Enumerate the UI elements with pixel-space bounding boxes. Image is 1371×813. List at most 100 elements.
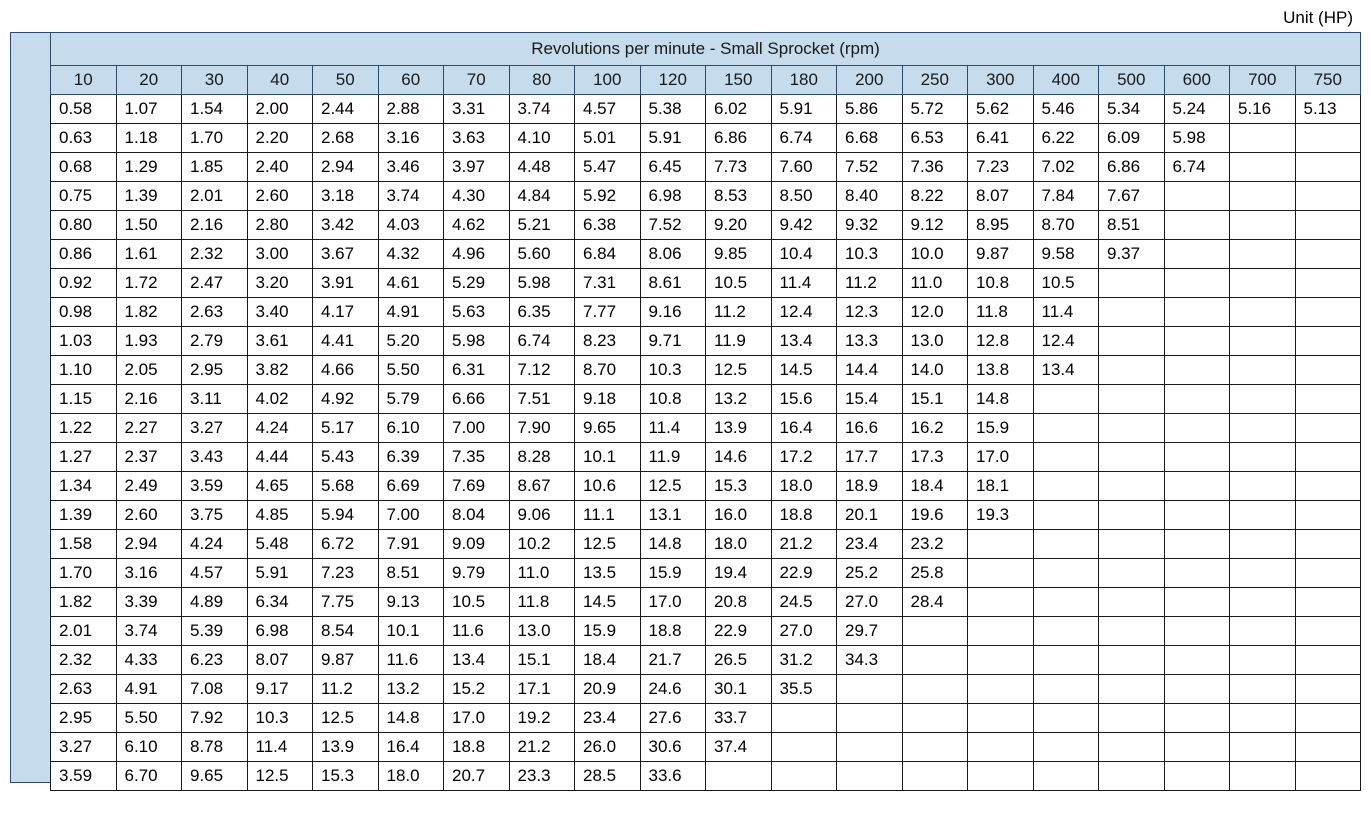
table-cell: 0.80 (51, 211, 117, 240)
column-header: 150 (706, 66, 772, 95)
table-cell: 5.50 (378, 356, 444, 385)
table-row: 2.324.336.238.079.8711.613.415.118.421.7… (51, 646, 1361, 675)
table-cell (1230, 124, 1296, 153)
table-cell: 6.98 (640, 182, 706, 211)
table-cell (1033, 530, 1099, 559)
table-cell: 8.07 (247, 646, 313, 675)
table-row: 2.634.917.089.1711.213.215.217.120.924.6… (51, 675, 1361, 704)
column-header: 60 (378, 66, 444, 95)
table-cell: 4.92 (313, 385, 379, 414)
table-cell (1230, 588, 1296, 617)
table-cell (1295, 211, 1361, 240)
column-header-row: 1020304050607080100120150180200250300400… (51, 66, 1361, 95)
table-cell: 6.41 (968, 124, 1034, 153)
table-cell: 1.27 (51, 443, 117, 472)
table-cell: 4.24 (247, 414, 313, 443)
table-cell: 27.0 (771, 617, 837, 646)
column-header: 10 (51, 66, 117, 95)
table-cell: 11.1 (575, 501, 641, 530)
column-header: 100 (575, 66, 641, 95)
table-cell (902, 733, 968, 762)
table-cell: 9.32 (837, 211, 903, 240)
table-cell: 7.12 (509, 356, 575, 385)
table-cell: 23.4 (837, 530, 903, 559)
table-cell (1295, 617, 1361, 646)
table-row: 1.392.603.754.855.947.008.049.0611.113.1… (51, 501, 1361, 530)
table-cell: 2.37 (116, 443, 182, 472)
table-cell: 24.5 (771, 588, 837, 617)
table-cell: 13.8 (968, 356, 1034, 385)
table-cell: 13.0 (509, 617, 575, 646)
table-cell: 5.39 (182, 617, 248, 646)
table-cell: 3.39 (116, 588, 182, 617)
table-cell: 10.3 (247, 704, 313, 733)
table-cell (1164, 298, 1230, 327)
table-cell (1295, 559, 1361, 588)
table-cell: 18.8 (640, 617, 706, 646)
table-cell: 9.12 (902, 211, 968, 240)
table-cell (1230, 472, 1296, 501)
table-cell: 15.2 (444, 675, 510, 704)
table-cell: 2.68 (313, 124, 379, 153)
table-cell: 3.74 (378, 182, 444, 211)
table-cell: 8.28 (509, 443, 575, 472)
column-header: 30 (182, 66, 248, 95)
table-cell: 4.96 (444, 240, 510, 269)
table-cell: 4.66 (313, 356, 379, 385)
table-cell: 3.40 (247, 298, 313, 327)
table-cell: 4.48 (509, 153, 575, 182)
table-cell: 5.38 (640, 95, 706, 124)
table-cell: 5.16 (1230, 95, 1296, 124)
table-cell: 21.2 (509, 733, 575, 762)
table-cell: 3.20 (247, 269, 313, 298)
table-cell: 26.0 (575, 733, 641, 762)
table-cell (1230, 675, 1296, 704)
table-cell: 14.8 (968, 385, 1034, 414)
table-cell: 25.2 (837, 559, 903, 588)
table-cell: 7.36 (902, 153, 968, 182)
table-cell: 6.84 (575, 240, 641, 269)
table-cell: 6.45 (640, 153, 706, 182)
unit-label: Unit (HP) (1283, 8, 1353, 28)
table-cell (1033, 704, 1099, 733)
table-cell (1295, 704, 1361, 733)
table-cell: 1.70 (182, 124, 248, 153)
table-cell: 7.91 (378, 530, 444, 559)
table-cell: 10.1 (575, 443, 641, 472)
table-cell (1295, 443, 1361, 472)
table-cell: 16.4 (378, 733, 444, 762)
table-cell: 2.88 (378, 95, 444, 124)
column-header: 700 (1230, 66, 1296, 95)
table-cell: 9.20 (706, 211, 772, 240)
table-row: 3.596.709.6512.515.318.020.723.328.533.6 (51, 762, 1361, 791)
table-cell: 18.8 (771, 501, 837, 530)
table-cell: 4.89 (182, 588, 248, 617)
table-cell: 14.4 (837, 356, 903, 385)
table-row: 0.581.071.542.002.442.883.313.744.575.38… (51, 95, 1361, 124)
table-cell: 2.16 (182, 211, 248, 240)
table-cell: 15.3 (706, 472, 772, 501)
table-cell: 28.4 (902, 588, 968, 617)
table-cell: 2.01 (182, 182, 248, 211)
table-cell (1295, 472, 1361, 501)
table-cell: 9.06 (509, 501, 575, 530)
table-cell: 7.77 (575, 298, 641, 327)
column-header: 50 (313, 66, 379, 95)
table-cell: 3.00 (247, 240, 313, 269)
table-cell: 15.4 (837, 385, 903, 414)
table-cell: 2.16 (116, 385, 182, 414)
table-cell: 7.00 (444, 414, 510, 443)
table-cell (1295, 124, 1361, 153)
table-cell: 6.23 (182, 646, 248, 675)
table-cell: 3.46 (378, 153, 444, 182)
table-cell (1295, 240, 1361, 269)
table-cell (1033, 559, 1099, 588)
table-cell: 4.41 (313, 327, 379, 356)
table-cell: 1.22 (51, 414, 117, 443)
table-cell: 5.98 (444, 327, 510, 356)
table-cell (1230, 240, 1296, 269)
table-cell: 28.5 (575, 762, 641, 791)
table-cell: 4.57 (182, 559, 248, 588)
table-cell: 7.31 (575, 269, 641, 298)
table-cell (1230, 385, 1296, 414)
